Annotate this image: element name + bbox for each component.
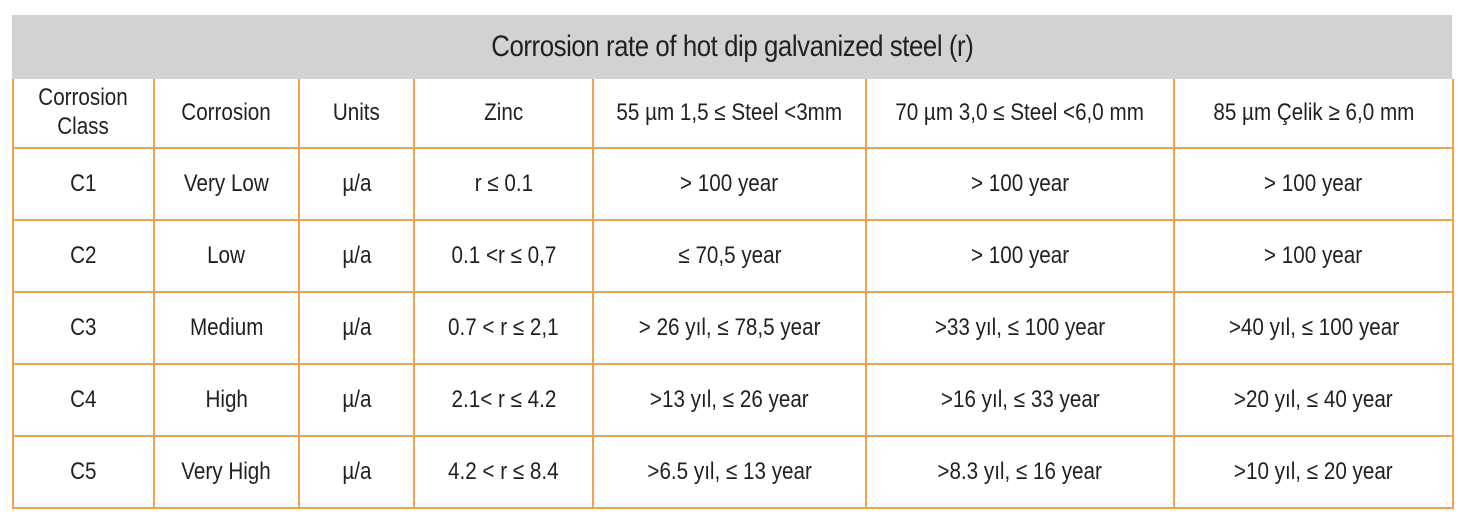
cell-text: C1 — [70, 169, 97, 197]
table-cell: >40 yıl, ≤ 100 year — [1173, 291, 1454, 365]
table-cell: >8.3 yıl, ≤ 16 year — [865, 435, 1175, 509]
cell-text: 0.1 <r ≤ 0,7 — [451, 241, 556, 269]
header-cell-70um: 70 µm 3,0 ≤ Steel <6,0 mm — [865, 79, 1175, 149]
table-cell: r ≤ 0.1 — [413, 147, 594, 221]
cell-text: >8.3 yıl, ≤ 16 year — [937, 457, 1103, 485]
table-cell: > 26 yıl, ≤ 78,5 year — [592, 291, 867, 365]
header-label: Corrosion — [181, 98, 272, 126]
header-label: 85 µm Çelik ≥ 6,0 mm — [1213, 98, 1414, 126]
table-cell: Low — [153, 219, 300, 293]
cell-text: > 26 yıl, ≤ 78,5 year — [638, 313, 821, 341]
table-cell: Medium — [153, 291, 300, 365]
cell-text: > 100 year — [680, 169, 779, 197]
table-cell: C5 — [12, 435, 155, 509]
cell-text: >20 yıl, ≤ 40 year — [1234, 385, 1393, 413]
cell-text: µ/a — [341, 385, 372, 413]
header-cell-corrosion-class: Corrosion Class — [12, 79, 155, 149]
cell-text: µ/a — [341, 313, 372, 341]
cell-text: µ/a — [341, 457, 372, 485]
header-label: 55 µm 1,5 ≤ Steel <3mm — [616, 98, 843, 126]
cell-text: C3 — [70, 313, 97, 341]
header-label: Units — [332, 98, 381, 126]
table-cell: 0.1 <r ≤ 0,7 — [413, 219, 594, 293]
table-cell: >10 yıl, ≤ 20 year — [1173, 435, 1454, 509]
table-row: C5 Very High µ/a 4.2 < r ≤ 8.4 >6.5 yıl,… — [12, 435, 1454, 509]
header-cell-zinc: Zinc — [413, 79, 594, 149]
cell-text: >13 yıl, ≤ 26 year — [650, 385, 809, 413]
cell-text: C4 — [70, 385, 97, 413]
table-row: C2 Low µ/a 0.1 <r ≤ 0,7 ≤ 70,5 year > 10… — [12, 219, 1454, 293]
cell-text: >33 yıl, ≤ 100 year — [934, 313, 1106, 341]
table-row: C3 Medium µ/a 0.7 < r ≤ 2,1 > 26 yıl, ≤ … — [12, 291, 1454, 365]
cell-text: ≤ 70,5 year — [677, 241, 782, 269]
corrosion-rate-table: Corrosion Class Corrosion Units Zinc 55 … — [12, 79, 1454, 509]
table-cell: > 100 year — [865, 219, 1175, 293]
header-label: Class — [57, 113, 110, 140]
cell-text: > 100 year — [970, 169, 1070, 197]
table-cell: > 100 year — [865, 147, 1175, 221]
table-title-bar: Corrosion rate of hot dip galvanized ste… — [12, 15, 1452, 79]
table-cell: Very High — [153, 435, 300, 509]
table-cell: ≤ 70,5 year — [592, 219, 867, 293]
cell-text: C5 — [70, 457, 97, 485]
table-cell: µ/a — [298, 291, 415, 365]
corrosion-table-container: Corrosion rate of hot dip galvanized ste… — [12, 15, 1454, 509]
table-cell: >6.5 yıl, ≤ 13 year — [592, 435, 867, 509]
header-cell-units: Units — [298, 79, 415, 149]
cell-text: > 100 year — [970, 241, 1070, 269]
table-cell: 2.1< r ≤ 4.2 — [413, 363, 594, 437]
table-cell: > 100 year — [1173, 147, 1454, 221]
table-cell: µ/a — [298, 363, 415, 437]
table-cell: µ/a — [298, 147, 415, 221]
table-cell: C3 — [12, 291, 155, 365]
table-cell: C4 — [12, 363, 155, 437]
table-cell: 0.7 < r ≤ 2,1 — [413, 291, 594, 365]
cell-text: µ/a — [341, 241, 372, 269]
cell-text: Medium — [189, 313, 264, 341]
cell-text: 2.1< r ≤ 4.2 — [451, 385, 556, 413]
table-cell: C2 — [12, 219, 155, 293]
table-cell: >13 yıl, ≤ 26 year — [592, 363, 867, 437]
cell-text: 4.2 < r ≤ 8.4 — [448, 457, 559, 485]
table-cell: µ/a — [298, 219, 415, 293]
table-cell: > 100 year — [592, 147, 867, 221]
cell-text: >10 yıl, ≤ 20 year — [1234, 457, 1393, 485]
cell-text: > 100 year — [1264, 241, 1363, 269]
header-cell-corrosion: Corrosion — [153, 79, 300, 149]
header-label: 70 µm 3,0 ≤ Steel <6,0 mm — [895, 98, 1145, 126]
table-cell: 4.2 < r ≤ 8.4 — [413, 435, 594, 509]
table-title: Corrosion rate of hot dip galvanized ste… — [490, 30, 974, 63]
header-label: Zinc — [484, 98, 523, 126]
table-cell: >20 yıl, ≤ 40 year — [1173, 363, 1454, 437]
table-cell: µ/a — [298, 435, 415, 509]
table-row: C4 High µ/a 2.1< r ≤ 4.2 >13 yıl, ≤ 26 y… — [12, 363, 1454, 437]
table-cell: High — [153, 363, 300, 437]
table-cell: > 100 year — [1173, 219, 1454, 293]
cell-text: Very Low — [184, 169, 269, 197]
header-row: Corrosion Class Corrosion Units Zinc 55 … — [12, 79, 1454, 149]
table-cell: >16 yıl, ≤ 33 year — [865, 363, 1175, 437]
cell-text: >6.5 yıl, ≤ 13 year — [647, 457, 812, 485]
table-cell: C1 — [12, 147, 155, 221]
cell-text: >40 yıl, ≤ 100 year — [1228, 313, 1399, 341]
table-cell: Very Low — [153, 147, 300, 221]
cell-text: r ≤ 0.1 — [474, 169, 533, 197]
cell-text: Low — [207, 241, 246, 269]
cell-text: 0.7 < r ≤ 2,1 — [448, 313, 559, 341]
header-label: Corrosion — [38, 84, 129, 112]
table-cell: >33 yıl, ≤ 100 year — [865, 291, 1175, 365]
table-row: C1 Very Low µ/a r ≤ 0.1 > 100 year > 100… — [12, 147, 1454, 221]
cell-text: >16 yıl, ≤ 33 year — [940, 385, 1100, 413]
cell-text: C2 — [70, 241, 97, 269]
cell-text: High — [205, 385, 248, 413]
header-cell-85um: 85 µm Çelik ≥ 6,0 mm — [1173, 79, 1454, 149]
cell-text: > 100 year — [1264, 169, 1363, 197]
cell-text: µ/a — [341, 169, 372, 197]
header-cell-55um: 55 µm 1,5 ≤ Steel <3mm — [592, 79, 867, 149]
cell-text: Very High — [181, 457, 272, 485]
